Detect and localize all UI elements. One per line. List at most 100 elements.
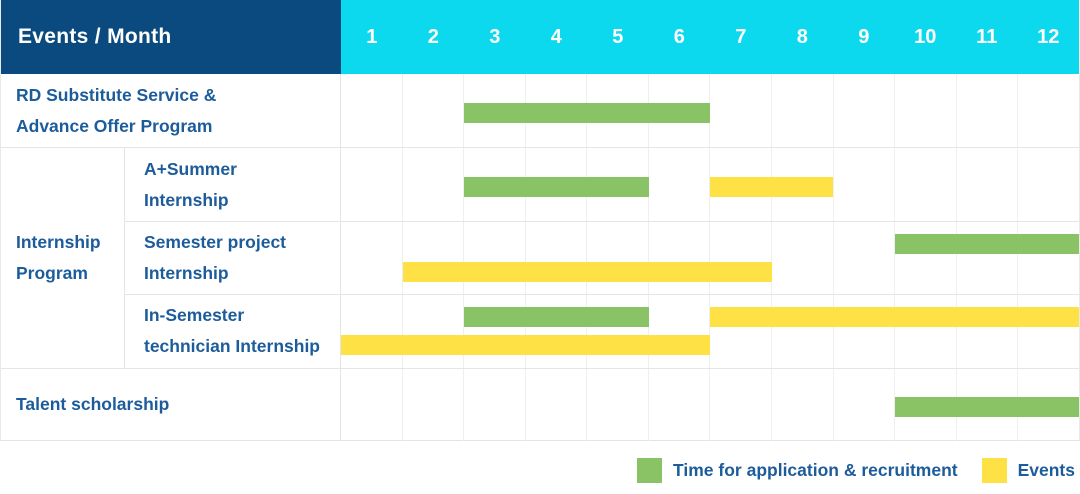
month-grid-column	[1017, 295, 1079, 368]
month-label-7: 7	[735, 25, 747, 48]
month-grid-column	[832, 74, 895, 148]
month-grid-column	[401, 368, 464, 442]
month-grid-column	[586, 295, 648, 368]
month-grid-column	[832, 295, 895, 368]
month-grid-column	[586, 368, 648, 442]
row-label-in-semester-technician-internship: In-Semester technician Internship	[125, 294, 341, 368]
table-row-semester-project-internship: Semester project Internship	[1, 220, 1079, 295]
month-grid-column	[709, 368, 771, 442]
month-grid-column	[341, 295, 402, 367]
month-label-9: 9	[858, 25, 870, 48]
month-grid-column	[341, 148, 402, 220]
month-header-strip: 1 2 3 4 5 6 7 8 9 10 11 12	[341, 0, 1079, 74]
label-line: RD Substitute Service &	[16, 84, 217, 105]
month-label-4: 4	[550, 25, 562, 48]
month-grid-column	[401, 148, 464, 221]
month-label-12: 12	[1037, 25, 1060, 48]
month-grid-column	[463, 74, 525, 148]
month-grid-column	[401, 295, 464, 368]
table-row-in-semester-technician-internship: In-Semester technician Internship	[1, 294, 1079, 368]
bar-event-months-1-6	[341, 335, 710, 356]
month-grid-column	[341, 222, 402, 294]
bar-application-months-3-5	[464, 307, 649, 328]
month-grid-column	[401, 221, 464, 295]
month-grid-column	[647, 221, 710, 295]
legend-item-event: Events	[981, 458, 1075, 483]
label-line: A+Summer	[144, 158, 237, 179]
month-grid-column	[463, 221, 525, 295]
month-label-10: 10	[914, 25, 937, 48]
month-label-11: 11	[976, 25, 998, 48]
month-grid-column	[524, 221, 587, 295]
row-label-talent-scholarship: Talent scholarship	[1, 367, 341, 442]
month-grid-column	[894, 221, 956, 295]
month-grid-column	[463, 295, 525, 368]
group-label-internship-program: Internship Program	[2, 149, 124, 366]
month-label-3: 3	[489, 25, 501, 48]
month-grid-column	[771, 295, 833, 368]
table-row-a-plus-summer-internship: A+Summer Internship	[1, 147, 1079, 221]
month-grid-column	[463, 148, 525, 221]
label-line: Semester project	[144, 232, 287, 253]
month-label-1: 1	[366, 25, 378, 48]
month-grid-column	[709, 148, 771, 221]
bar-event-months-7-12	[710, 307, 1079, 328]
bar-application-months-10-12	[894, 396, 1079, 417]
group-column-cell	[1, 220, 125, 295]
legend-label-event: Events	[1017, 460, 1075, 480]
label-line: Internship	[144, 263, 229, 284]
bar-application-months-3-5	[464, 176, 649, 197]
month-grid-column	[894, 148, 956, 221]
legend-item-application: Time for application & recruitment	[637, 458, 958, 483]
group-column-cell	[1, 147, 125, 221]
month-grid-column	[832, 368, 895, 442]
legend-swatch-application	[637, 458, 663, 483]
row-label-rd-substitute-service-advance-offer-program: RD Substitute Service & Advance Offer Pro…	[1, 74, 341, 148]
month-grid-column	[586, 221, 648, 295]
month-grid-column	[709, 221, 771, 295]
month-grid-column	[341, 369, 402, 441]
label-line: Talent scholarship	[16, 394, 170, 415]
month-grid-column	[401, 74, 464, 148]
month-label-6: 6	[673, 25, 685, 48]
label-line: Program	[16, 262, 88, 283]
chart-cell-semester-project-internship	[341, 220, 1079, 295]
bar-application-months-10-12	[894, 233, 1079, 254]
month-grid-column	[1017, 148, 1079, 221]
month-grid-column	[647, 148, 710, 221]
month-grid-column	[1017, 221, 1079, 295]
month-grid-column	[832, 221, 895, 295]
month-label-2: 2	[427, 25, 439, 48]
month-grid-column	[771, 74, 833, 148]
month-grid-column	[341, 74, 402, 147]
chart-cell-a-plus-summer-internship	[341, 147, 1079, 221]
month-grid-column	[709, 295, 771, 368]
month-grid-column	[524, 295, 587, 368]
label-line: technician Internship	[144, 336, 320, 357]
label-line: Internship	[144, 189, 229, 210]
bar-application-months-3-6	[464, 102, 710, 123]
legend: Time for application & recruitment Events	[637, 458, 1075, 483]
row-label-a-plus-summer-internship: A+Summer Internship	[125, 147, 341, 221]
row-label-semester-project-internship: Semester project Internship	[125, 220, 341, 295]
month-grid-column	[463, 368, 525, 442]
chart-cell-talent-scholarship	[341, 367, 1079, 442]
month-grid-column	[955, 148, 1018, 221]
month-grid-column	[524, 368, 587, 442]
month-label-8: 8	[796, 25, 808, 48]
month-grid-column	[955, 295, 1018, 368]
table-row-talent-scholarship: Talent scholarship	[1, 367, 1079, 442]
bar-event-months-2-7	[402, 261, 772, 282]
bar-event-months-7-8	[710, 176, 833, 197]
table-body: RD Substitute Service & Advance Offer Pro…	[1, 74, 1079, 442]
month-grid-column	[894, 295, 956, 368]
legend-swatch-event	[981, 458, 1007, 483]
label-line: Advance Offer Program	[16, 115, 213, 136]
legend-label-application: Time for application & recruitment	[673, 460, 958, 480]
chart-cell-in-semester-technician-internship	[341, 294, 1079, 368]
label-line: Internship	[16, 231, 101, 252]
table-row-rd-substitute-service-advance-offer-program: RD Substitute Service & Advance Offer Pro…	[1, 74, 1079, 148]
header-row: Events / Month 1 2 3 4 5 6 7 8 9 10 11 12	[1, 0, 1079, 74]
schedule-table: Events / Month 1 2 3 4 5 6 7 8 9 10 11 12 RD Substi…	[0, 0, 1080, 442]
